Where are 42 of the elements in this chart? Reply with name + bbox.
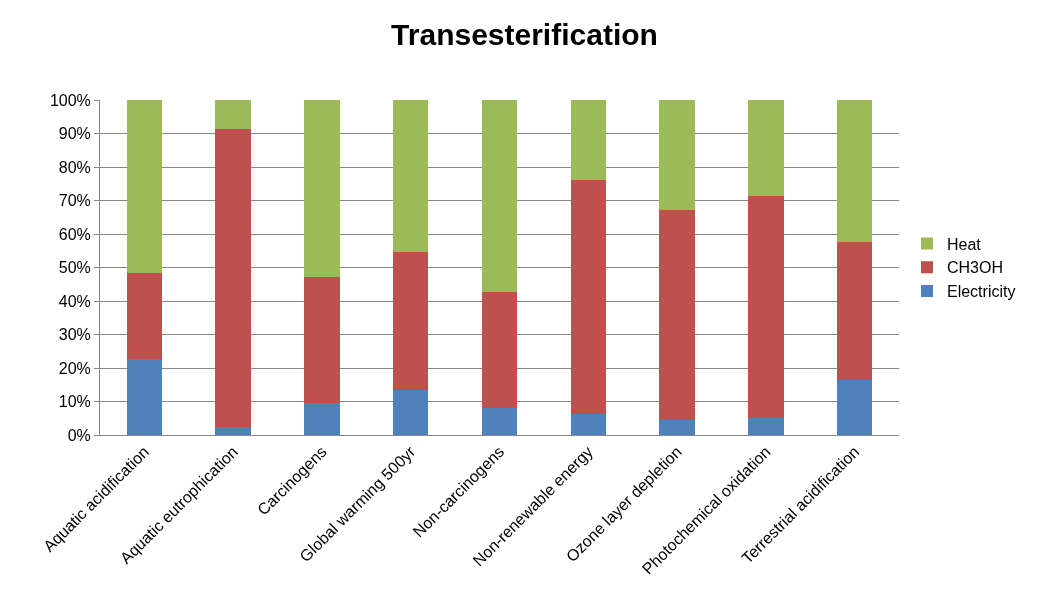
- bar: [304, 100, 340, 277]
- y-tick-label: 60%: [58, 225, 91, 243]
- y-tick-label: 50%: [58, 259, 91, 277]
- y-tick-label: 90%: [58, 125, 91, 143]
- legend-label: Heat: [946, 235, 982, 253]
- bar: [570, 413, 607, 435]
- bar: [659, 420, 695, 435]
- bar: [836, 242, 873, 380]
- bar: [481, 291, 518, 409]
- bar: [304, 402, 340, 435]
- bar: [748, 417, 784, 435]
- y-tick-label: 10%: [58, 393, 91, 411]
- bar: [481, 408, 518, 435]
- bar: [836, 100, 873, 243]
- bar: [304, 276, 340, 403]
- legend-label: Electricity: [946, 283, 1016, 301]
- bar: [215, 128, 251, 428]
- bar: [570, 180, 607, 414]
- y-tick-label: 30%: [58, 326, 91, 344]
- bar: [126, 272, 163, 359]
- y-tick-label: 70%: [58, 192, 91, 210]
- bar: [392, 251, 429, 391]
- bar: [126, 100, 163, 273]
- bar: [570, 100, 607, 181]
- y-tick-label: 0%: [67, 426, 91, 444]
- bar: [659, 210, 695, 421]
- y-tick-label: 20%: [58, 359, 91, 377]
- y-tick-label: 80%: [58, 158, 91, 176]
- bar: [392, 390, 429, 435]
- bar: [748, 100, 784, 197]
- y-tick-label: 100%: [49, 91, 91, 109]
- legend-label: CH3OH: [946, 259, 1004, 277]
- y-tick-label: 40%: [58, 292, 91, 310]
- bar: [836, 379, 873, 435]
- bar: [215, 427, 251, 435]
- bar: [392, 100, 429, 252]
- bar: [748, 196, 784, 418]
- bar: [481, 100, 518, 292]
- bar: [215, 100, 251, 129]
- bar: [126, 358, 163, 435]
- chart-title: Transesterification: [391, 17, 658, 51]
- bar: [659, 100, 695, 211]
